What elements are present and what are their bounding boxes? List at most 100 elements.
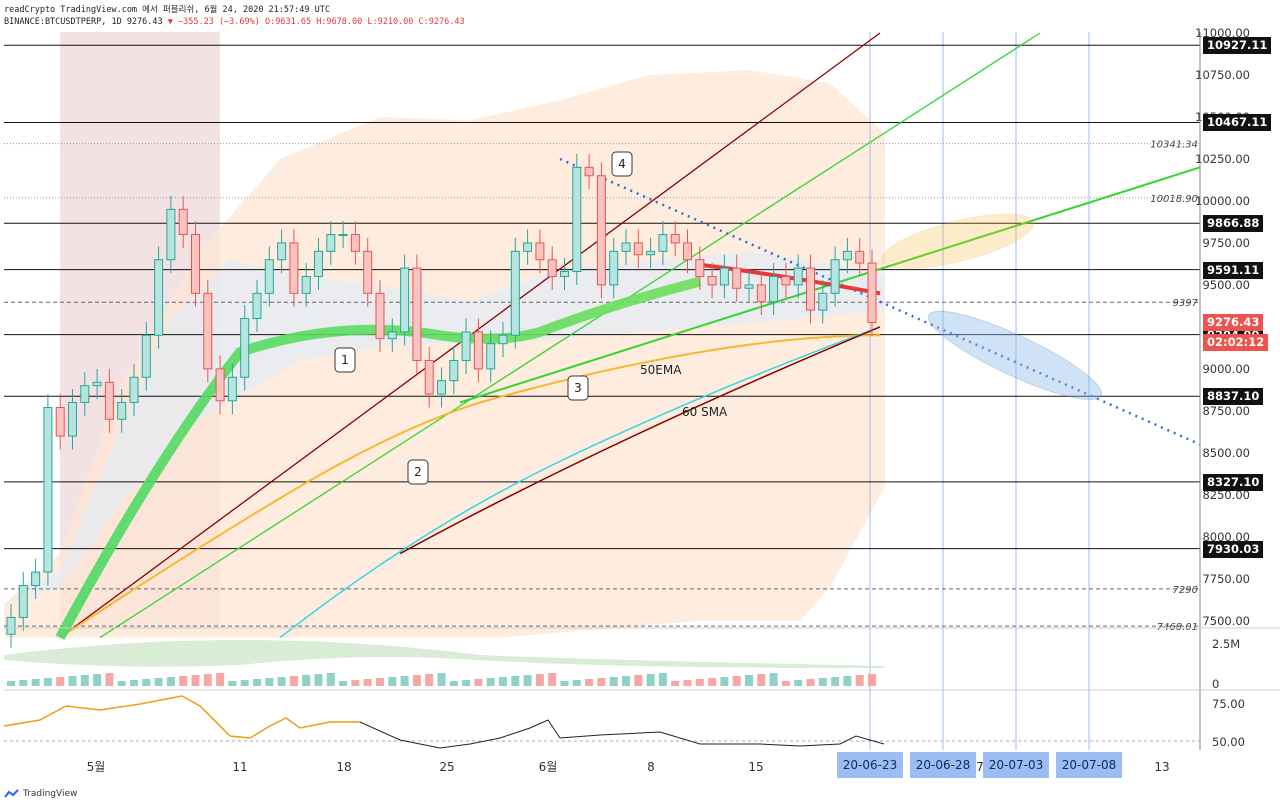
x-tick-label: 25 <box>439 760 454 774</box>
candle-body <box>596 175 606 286</box>
volume-bar <box>191 675 200 686</box>
y-tick-label: 11000.00 <box>1195 26 1250 40</box>
y-tick-label: 7500.00 <box>1202 614 1250 628</box>
y-tick-label: 10250.00 <box>1195 152 1250 166</box>
candle-body <box>215 368 225 402</box>
volume-bar <box>351 680 360 686</box>
osc-line-orange <box>3 695 360 739</box>
candle-body <box>400 267 410 333</box>
x-tick-label: 8 <box>647 760 655 774</box>
ema-50-line <box>59 334 881 639</box>
date-badge-3: 20-07-03 <box>983 752 1049 778</box>
volume-bar <box>535 674 544 686</box>
volume-bar <box>745 675 753 686</box>
candle-body <box>670 234 680 244</box>
volume-bar <box>609 677 618 686</box>
candle-body <box>43 407 53 573</box>
volume-bar <box>412 675 421 686</box>
candle-body <box>227 376 237 402</box>
volume-bar <box>646 674 655 686</box>
volume-bar <box>499 677 507 686</box>
candle-body <box>707 276 717 286</box>
candle-body <box>560 270 569 278</box>
ema-band-green <box>55 276 702 640</box>
tradingview-logo-icon <box>4 789 19 798</box>
candle-body <box>18 585 28 618</box>
candle-body <box>658 234 668 252</box>
volume-bar <box>105 673 114 686</box>
candle-body <box>412 267 422 361</box>
candle-body <box>486 343 496 370</box>
cloud-band <box>4 251 885 604</box>
candle-body <box>461 331 471 361</box>
volume-bar <box>253 679 261 686</box>
level-inline-label: 10018.90 <box>1150 194 1198 205</box>
symbol-price: BINANCE:BTCUSDTPERP, 1D 9276.43 <box>4 17 163 27</box>
volume-bar <box>806 679 815 686</box>
volume-bar <box>781 681 790 686</box>
volume-bar <box>695 679 704 686</box>
ohlc-values: O:9631.65 H:9678.00 L:9210.00 C:9276.43 <box>265 17 465 27</box>
volume-bar <box>7 681 15 686</box>
osc-axis-label: 75.00 <box>1212 697 1245 711</box>
level-inline-label: 7290 <box>1173 585 1198 596</box>
candle-body <box>129 376 139 403</box>
orange-ellipse <box>881 213 1035 269</box>
candle-body <box>855 250 865 264</box>
candle-body <box>375 292 385 340</box>
volume-bar <box>80 675 89 686</box>
volume-bar <box>818 678 827 686</box>
candle-body <box>178 208 188 236</box>
candle-body <box>55 407 65 437</box>
price-change: ▼ −355.23 (−3.69%) <box>167 17 260 27</box>
callout-box <box>407 459 429 485</box>
volume-bar <box>597 678 606 686</box>
date-badge-2: 20-06-28 <box>910 752 976 778</box>
candle-body <box>166 208 176 261</box>
volume-bar <box>462 680 471 686</box>
candle-body <box>535 242 545 261</box>
candle-body <box>621 242 631 252</box>
volume-bar <box>142 679 151 686</box>
candle-body <box>781 276 791 286</box>
candle-body <box>867 262 877 324</box>
candle-body <box>240 318 250 378</box>
candle-body <box>363 250 373 294</box>
candle-body <box>818 292 828 311</box>
candle-body <box>80 385 90 403</box>
volume-bar <box>179 676 188 686</box>
level-badge: 7930.03 <box>1203 540 1264 558</box>
volume-axis-label: 0 <box>1212 677 1219 691</box>
level-inline-label: 9397 <box>1173 298 1199 309</box>
candle-body <box>732 267 742 289</box>
volume-axis-label: 2.5M <box>1212 637 1240 651</box>
volume-bar <box>400 676 409 686</box>
candle-body <box>547 259 557 278</box>
volume-bar <box>437 673 446 686</box>
current-price-badge: 9276.43 <box>1203 314 1264 332</box>
candle-body <box>523 242 533 252</box>
volume-bar <box>289 676 298 686</box>
candle-body <box>191 234 200 294</box>
callout-label: 2 <box>414 465 422 479</box>
volume-bar <box>560 681 569 686</box>
x-tick-label: 11 <box>232 760 247 774</box>
y-tick-label: 7750.00 <box>1202 572 1250 586</box>
candle-body <box>92 381 102 387</box>
candle-body <box>646 250 656 256</box>
y-tick-label: 8000.00 <box>1202 530 1250 544</box>
countdown-badge: 02:02:12 <box>1203 334 1269 352</box>
candle-body <box>252 292 262 320</box>
level-badge: 10927.11 <box>1203 37 1272 55</box>
candle-body <box>756 284 766 303</box>
volume-bar <box>326 673 335 686</box>
x-tick-label: 15 <box>748 760 763 774</box>
candle-body <box>203 292 213 370</box>
candle-body <box>695 259 705 278</box>
candle-body <box>842 250 852 261</box>
candle-body <box>68 401 77 437</box>
callout-label: 1 <box>341 353 349 367</box>
volume-bar <box>757 674 766 686</box>
y-tick-label: 10750.00 <box>1195 68 1250 82</box>
